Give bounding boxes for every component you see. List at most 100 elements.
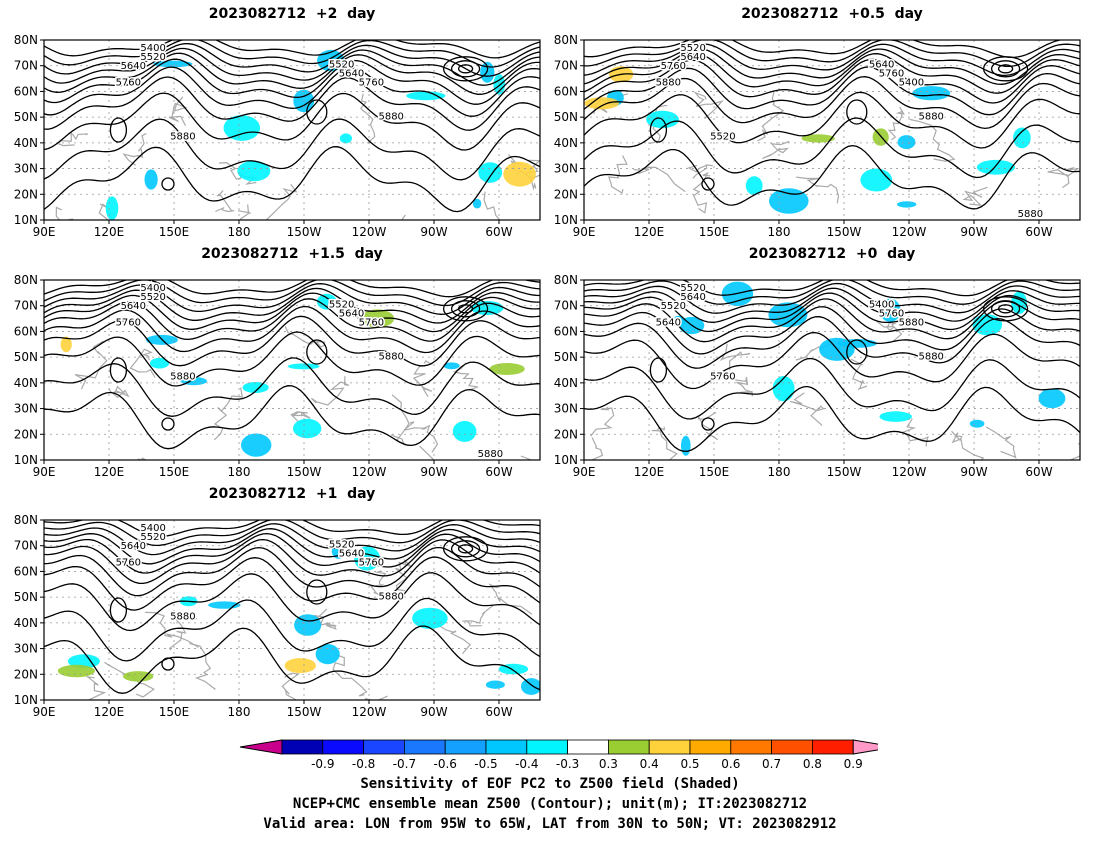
colorbar-high-arrow xyxy=(852,739,878,755)
contour-label: 5520 xyxy=(329,539,354,550)
coastline xyxy=(734,377,753,397)
lon-tick-label: 90W xyxy=(420,225,447,239)
z500-contour xyxy=(584,280,1080,297)
lat-tick-label: 70N xyxy=(14,299,38,313)
z500-contour xyxy=(584,40,1080,68)
closed-contour xyxy=(701,417,715,431)
shaded-anomaly xyxy=(584,97,620,110)
z500-contour xyxy=(44,385,540,450)
closed-contour xyxy=(649,357,668,383)
coastline xyxy=(129,348,156,378)
coastline xyxy=(98,203,110,220)
shaded-anomaly xyxy=(489,363,525,375)
lat-tick-label: 50N xyxy=(14,350,38,364)
colorbar-label: 0.3 xyxy=(599,757,618,771)
shaded-anomaly xyxy=(521,678,540,695)
closed-contour xyxy=(846,339,868,365)
z500-contour xyxy=(44,43,540,77)
coastline xyxy=(213,387,244,441)
shaded-anomaly xyxy=(837,339,877,348)
closed-contour xyxy=(982,296,1029,322)
z500-contour xyxy=(44,146,540,213)
colorbar-bin xyxy=(281,739,324,755)
contour-label: 5640 xyxy=(121,61,146,72)
lat-tick-label: 20N xyxy=(554,187,578,201)
lon-tick-label: 150W xyxy=(827,225,862,239)
contour-label: 5760 xyxy=(879,68,904,79)
coastline xyxy=(284,326,326,348)
shaded-anomaly xyxy=(412,607,448,629)
coastline xyxy=(757,91,785,142)
z500-contour xyxy=(44,546,540,597)
shaded-anomaly xyxy=(315,644,340,665)
colorbar-bin xyxy=(607,739,650,755)
map-frame xyxy=(43,39,541,221)
colorbar-bin xyxy=(363,739,405,755)
contour-label: 5640 xyxy=(339,308,364,319)
lon-tick-label: 180 xyxy=(228,465,251,479)
closed-contour xyxy=(701,177,715,191)
coastline xyxy=(651,426,678,460)
lon-tick-label: 150E xyxy=(159,465,190,479)
lon-tick-label: 60W xyxy=(485,465,512,479)
coastline xyxy=(401,214,406,220)
colorbar-bin xyxy=(403,739,446,755)
lon-tick-label: 120E xyxy=(94,705,125,719)
shaded-anomaly xyxy=(769,188,809,214)
coastline xyxy=(145,611,199,648)
shaded-anomaly xyxy=(768,302,808,328)
map-panel: 5400552056405760588055205640576058805880… xyxy=(14,273,541,479)
contour-label: 5640 xyxy=(680,292,705,303)
closed-contour xyxy=(457,64,474,74)
closed-contour xyxy=(990,60,1021,78)
coastline xyxy=(74,340,108,390)
lat-tick-label: 50N xyxy=(554,110,578,124)
contour-label: 5880 xyxy=(918,352,943,363)
lat-tick-label: 60N xyxy=(14,324,38,338)
contour-label: 5880 xyxy=(170,611,195,622)
coastline xyxy=(168,615,198,651)
shaded-anomaly xyxy=(503,161,536,187)
colorbar-label: -0.5 xyxy=(474,757,497,771)
lon-tick-label: 90W xyxy=(960,225,987,239)
closed-contour xyxy=(450,540,481,558)
contour-label: 5880 xyxy=(478,449,503,460)
lat-tick-label: 80N xyxy=(14,273,38,287)
lat-tick-label: 10N xyxy=(554,453,578,467)
coastline xyxy=(901,418,929,447)
closed-contour xyxy=(442,56,489,82)
lat-tick-label: 10N xyxy=(14,693,38,707)
lat-tick-label: 10N xyxy=(554,213,578,227)
colorbar-label: 0.6 xyxy=(721,757,740,771)
map-frame xyxy=(583,39,1081,221)
colorbar-bin xyxy=(771,739,813,755)
shaded-anomaly xyxy=(443,362,460,370)
lat-tick-label: 20N xyxy=(14,187,38,201)
lat-tick-label: 70N xyxy=(14,59,38,73)
z500-contour xyxy=(584,53,1080,94)
lat-tick-label: 50N xyxy=(14,590,38,604)
coastline xyxy=(57,131,88,147)
coastline xyxy=(697,411,718,441)
z500-contour xyxy=(584,357,1080,420)
coastline xyxy=(887,106,905,141)
shaded-anomaly xyxy=(287,363,320,370)
lat-tick-label: 30N xyxy=(554,402,578,416)
colorbar-label: 0.9 xyxy=(844,757,863,771)
closed-contour xyxy=(457,304,474,314)
contour-label: 5520 xyxy=(710,131,735,142)
shaded-anomaly xyxy=(60,336,72,353)
contour-label: 5760 xyxy=(116,317,141,328)
panel-title: 2023082712 +1 day xyxy=(208,486,376,502)
shaded-anomaly xyxy=(969,419,985,428)
contour-label: 5760 xyxy=(116,557,141,568)
map-frame xyxy=(43,519,541,701)
lon-tick-label: 90W xyxy=(960,465,987,479)
contour-label: 5640 xyxy=(121,541,146,552)
coastline xyxy=(360,93,376,144)
coastline xyxy=(55,206,75,220)
shaded-anomaly xyxy=(912,86,951,101)
colorbar-label: 0.5 xyxy=(680,757,699,771)
shaded-anomaly xyxy=(745,176,763,196)
lon-tick-label: 120W xyxy=(892,225,927,239)
